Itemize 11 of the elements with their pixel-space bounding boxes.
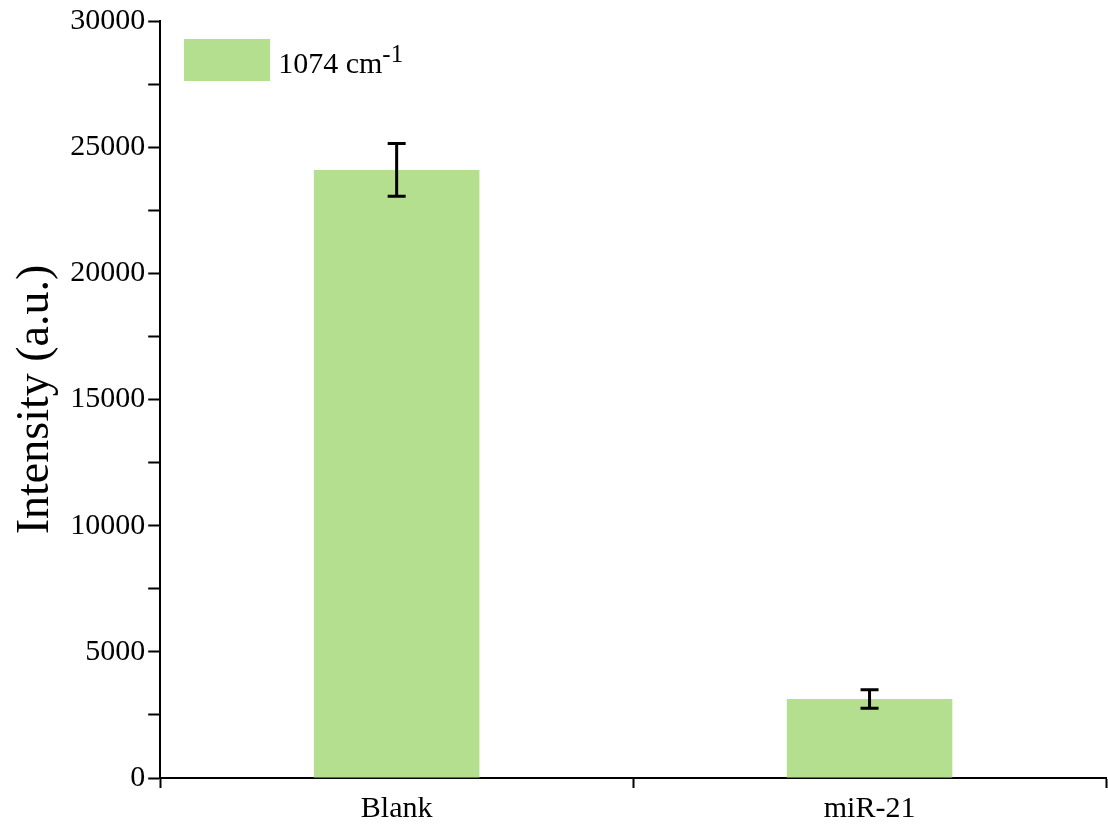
y-tick-label: 20000 (70, 254, 146, 288)
x-tick-label: miR-21 (823, 789, 916, 823)
y-tick-label: 30000 (70, 1, 146, 35)
legend-label: 1074 cm$^{-1}$ (278, 40, 404, 80)
y-tick-label: 15000 (70, 380, 146, 414)
y-tick-label: 5000 (85, 632, 146, 666)
y-tick-label: 25000 (70, 128, 146, 162)
y-tick-label: 0 (130, 758, 146, 792)
x-tick-label: Blank (360, 789, 433, 823)
y-tick-label: 10000 (70, 506, 146, 540)
y-axis-title: Intensity (a.u.) (6, 264, 58, 535)
